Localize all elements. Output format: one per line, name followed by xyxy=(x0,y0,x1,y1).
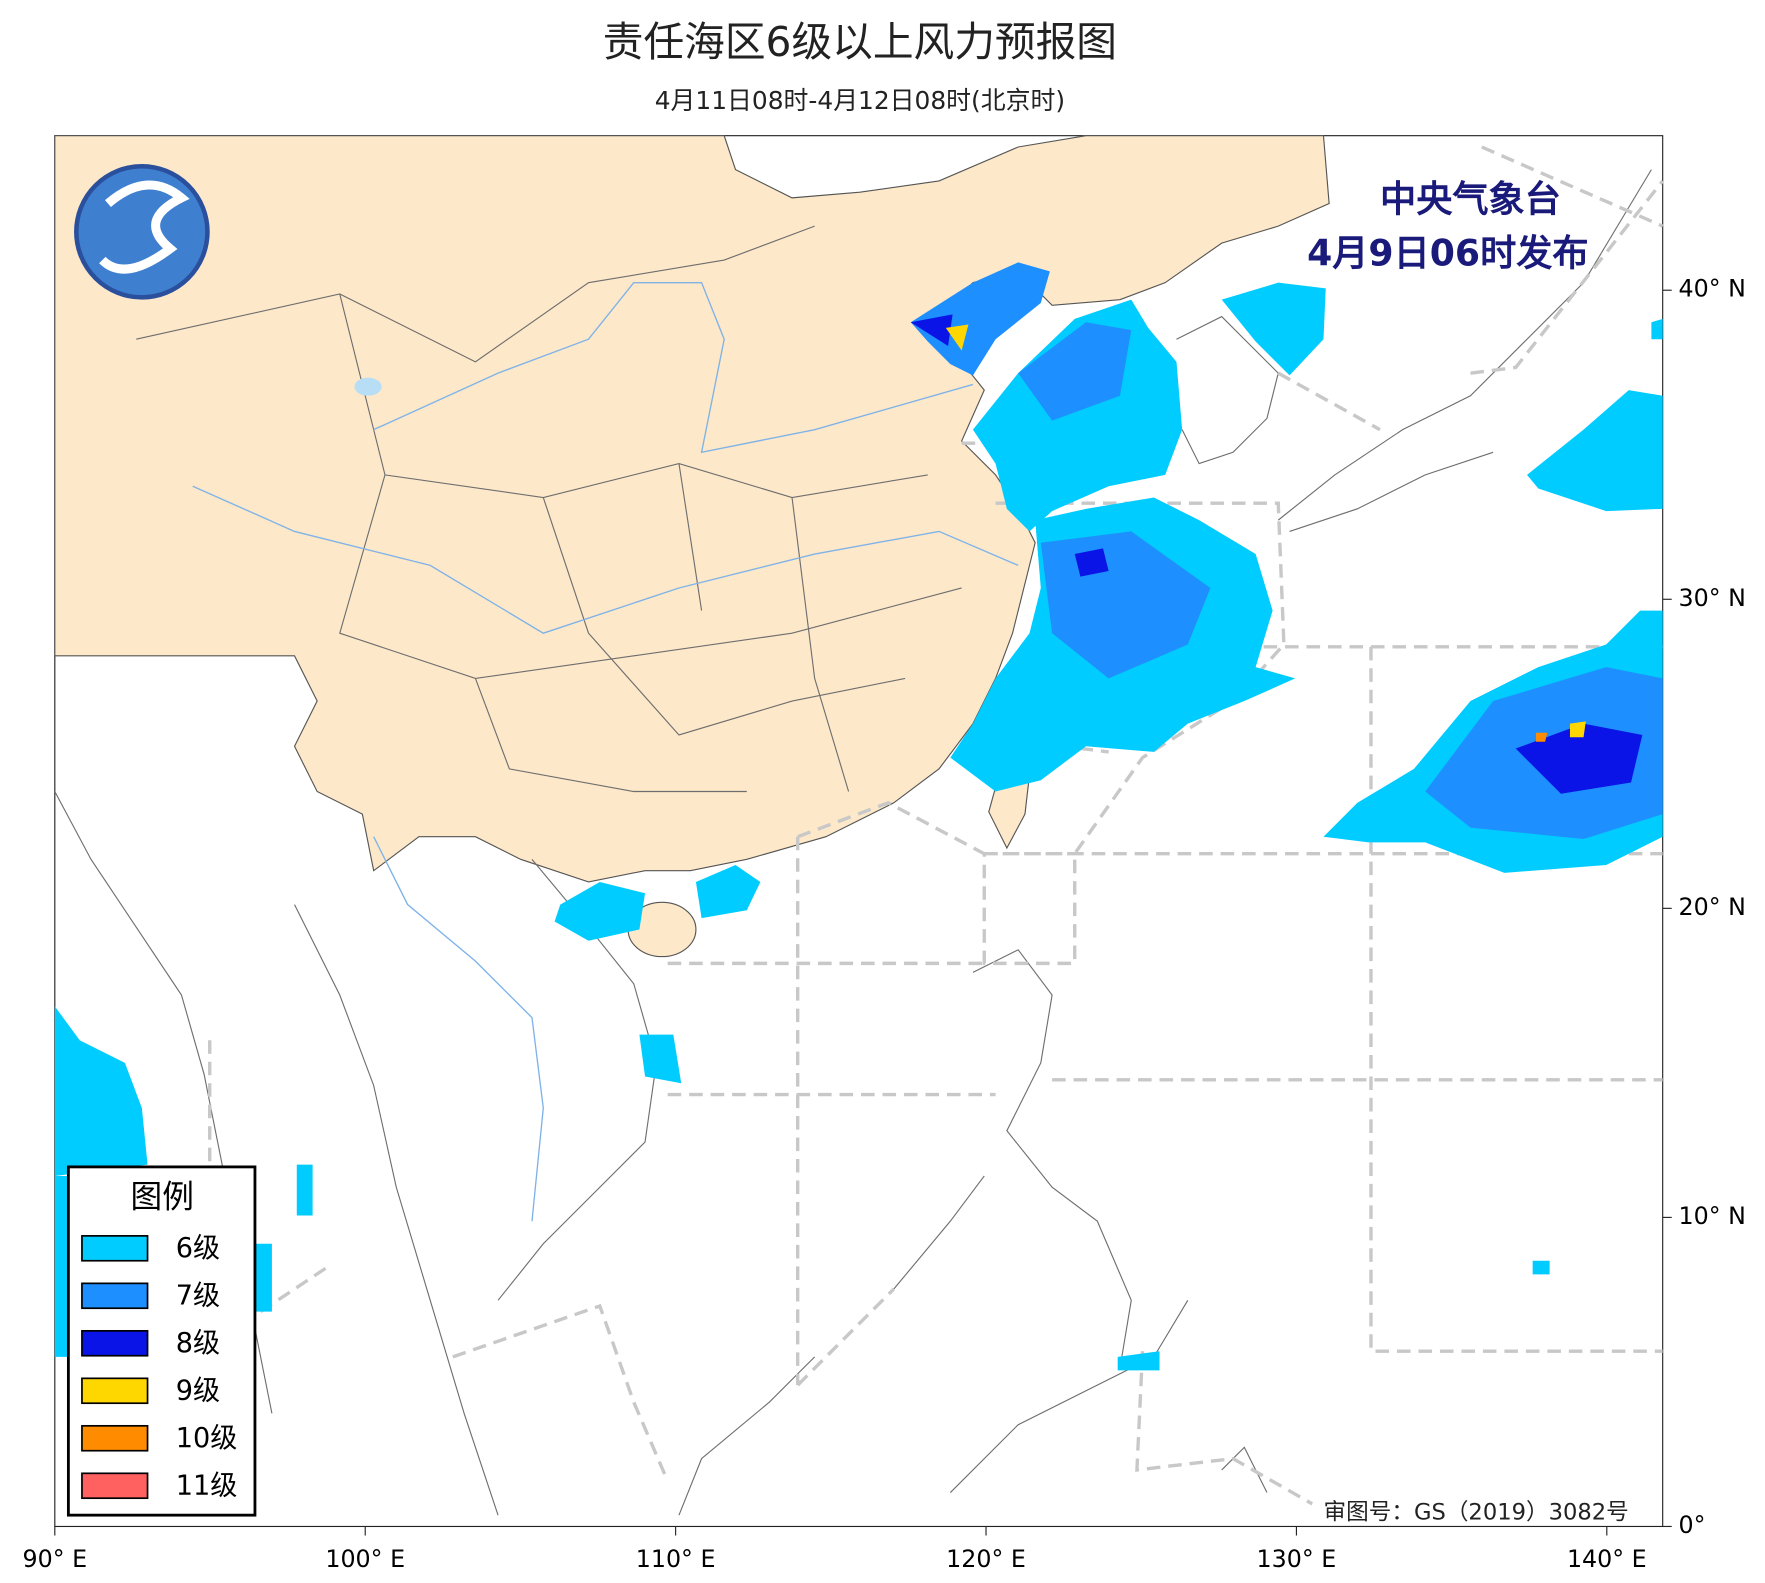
x-tick-label: 140° E xyxy=(1567,1545,1647,1573)
legend-swatch xyxy=(81,1424,149,1452)
legend-title: 图例 xyxy=(131,1180,194,1216)
axes: 90° E 100° E 110° E 120° E 130° E 140° E 0° 10°… xyxy=(23,275,1746,1573)
wind-area xyxy=(639,1034,682,1084)
wind-area xyxy=(54,1175,69,1357)
lake xyxy=(354,377,382,396)
x-tick-label: 100° E xyxy=(325,1545,405,1573)
y-tick-label: 20° N xyxy=(1679,893,1746,921)
legend-swatch xyxy=(81,1377,149,1405)
wind-area xyxy=(910,262,1050,376)
publisher: 中央气象台 xyxy=(1380,177,1561,220)
wind-area xyxy=(1074,548,1109,577)
x-tick-label: 90° E xyxy=(23,1545,88,1573)
wind-area xyxy=(972,299,1183,532)
rivers xyxy=(192,282,1019,1222)
wind-area xyxy=(1569,721,1586,738)
logo-mark xyxy=(99,180,190,274)
legend-swatch xyxy=(81,1282,149,1310)
y-tick-label: 40° N xyxy=(1679,275,1746,303)
wind-area xyxy=(1532,1260,1550,1275)
wind-area xyxy=(1117,1351,1160,1371)
land xyxy=(54,135,1330,883)
wind-area xyxy=(296,1164,313,1216)
legend-swatch xyxy=(81,1330,149,1357)
wind-area xyxy=(1536,732,1548,742)
legend-label: 9级 xyxy=(176,1375,220,1406)
x-tick-label: 110° E xyxy=(636,1545,716,1573)
wind-area xyxy=(1527,390,1663,512)
wind-area xyxy=(54,1006,148,1176)
wind-area xyxy=(554,881,646,941)
y-tick-label: 30° N xyxy=(1679,584,1746,612)
borders xyxy=(136,225,962,793)
issue-time: 4月9日06时发布 xyxy=(1307,232,1589,275)
x-tick-label: 120° E xyxy=(946,1545,1026,1573)
wind-area xyxy=(910,314,953,346)
legend-swatch xyxy=(81,1472,149,1500)
y-tick-label: 10° N xyxy=(1679,1202,1746,1230)
wind-area xyxy=(1018,322,1132,421)
map-area: 中央气象台 4月9日06时发布 审图号：GS（2019）3082号 xyxy=(54,135,1665,1528)
wind-area xyxy=(1515,723,1643,794)
wind-area xyxy=(254,1243,272,1312)
coastlines xyxy=(54,169,1652,1516)
y-tick-label: 0° xyxy=(1679,1511,1706,1539)
wind-area xyxy=(945,324,969,351)
legend-swatch xyxy=(81,1235,149,1262)
legend: 图例 6级 7级 8级 9级 10级 11级 xyxy=(66,1165,257,1517)
x-tick-label: 130° E xyxy=(1257,1545,1337,1573)
review-number: 审图号：GS（2019）3082号 xyxy=(1324,1499,1629,1525)
legend-label: 7级 xyxy=(176,1280,220,1311)
legend-label: 8级 xyxy=(176,1328,220,1359)
map-subtitle: 4月11日08时-4月12日08时(北京时) xyxy=(655,86,1065,115)
legend-label: 10级 xyxy=(176,1423,238,1454)
legend-label: 11级 xyxy=(176,1470,238,1501)
legend-label: 6级 xyxy=(176,1233,220,1264)
wind-area xyxy=(695,864,761,919)
map-title: 责任海区6级以上风力预报图 xyxy=(603,18,1117,66)
wind-areas xyxy=(54,262,1663,1371)
wind-area xyxy=(1651,318,1663,340)
wind-area xyxy=(1221,282,1326,376)
